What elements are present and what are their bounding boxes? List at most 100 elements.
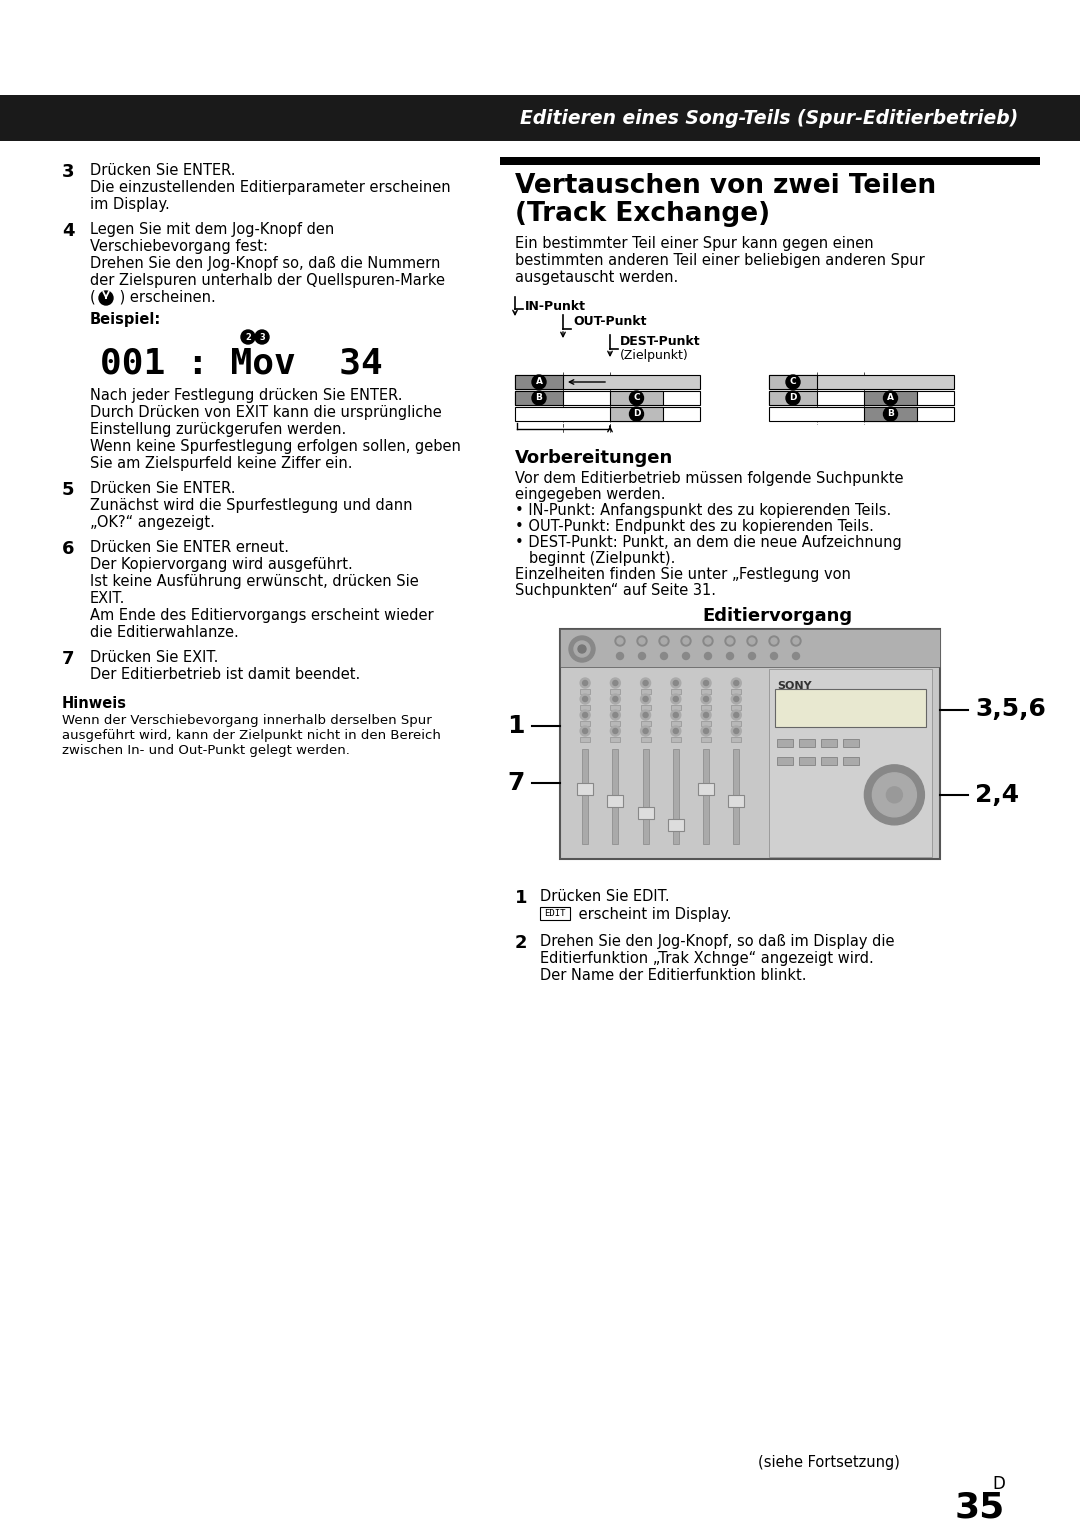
Bar bbox=[731, 704, 741, 711]
Circle shape bbox=[610, 726, 620, 736]
Bar bbox=[561, 630, 940, 859]
Text: 2,4: 2,4 bbox=[975, 782, 1020, 807]
Circle shape bbox=[883, 406, 897, 422]
Circle shape bbox=[750, 639, 755, 643]
Circle shape bbox=[643, 712, 648, 718]
Text: C: C bbox=[633, 394, 639, 402]
Circle shape bbox=[748, 652, 756, 660]
Text: Editierfunktion „Trak Xchnge“ angezeigt wird.: Editierfunktion „Trak Xchnge“ angezeigt … bbox=[540, 950, 874, 966]
Text: Nach jeder Festlegung drücken Sie ENTER.: Nach jeder Festlegung drücken Sie ENTER. bbox=[90, 388, 403, 403]
Bar bbox=[637, 807, 653, 819]
Bar bbox=[640, 736, 650, 743]
Circle shape bbox=[673, 729, 678, 733]
Bar bbox=[698, 782, 714, 795]
Bar bbox=[515, 374, 563, 390]
Bar bbox=[731, 689, 741, 694]
Circle shape bbox=[671, 711, 680, 720]
Bar bbox=[701, 689, 711, 694]
Circle shape bbox=[725, 636, 735, 646]
Text: DEST-Punkt: DEST-Punkt bbox=[620, 335, 701, 348]
Bar bbox=[769, 374, 954, 390]
Circle shape bbox=[640, 678, 650, 688]
Bar bbox=[701, 721, 711, 726]
Text: im Display.: im Display. bbox=[90, 197, 170, 212]
Circle shape bbox=[630, 391, 644, 405]
Text: Der Editierbetrieb ist damit beendet.: Der Editierbetrieb ist damit beendet. bbox=[90, 668, 361, 681]
Circle shape bbox=[683, 652, 689, 660]
Circle shape bbox=[701, 694, 711, 704]
Text: OUT-Punkt: OUT-Punkt bbox=[573, 315, 647, 329]
Bar bbox=[515, 374, 700, 390]
Circle shape bbox=[733, 697, 739, 701]
Circle shape bbox=[786, 374, 800, 390]
Circle shape bbox=[643, 697, 648, 701]
Circle shape bbox=[638, 652, 646, 660]
Bar bbox=[777, 756, 793, 766]
Text: C: C bbox=[789, 377, 796, 387]
Bar bbox=[821, 756, 837, 766]
Circle shape bbox=[573, 642, 590, 657]
Circle shape bbox=[617, 652, 623, 660]
Text: Vorbereitungen: Vorbereitungen bbox=[515, 449, 673, 468]
Text: • IN-Punkt: Anfangspunkt des zu kopierenden Teils.: • IN-Punkt: Anfangspunkt des zu kopieren… bbox=[515, 503, 891, 518]
Circle shape bbox=[683, 639, 689, 643]
Bar bbox=[610, 721, 620, 726]
Circle shape bbox=[578, 645, 586, 652]
Circle shape bbox=[612, 729, 618, 733]
Text: • OUT-Punkt: Endpunkt des zu kopierenden Teils.: • OUT-Punkt: Endpunkt des zu kopierenden… bbox=[515, 520, 874, 533]
Text: Der Name der Editierfunktion blinkt.: Der Name der Editierfunktion blinkt. bbox=[540, 969, 807, 983]
Circle shape bbox=[864, 766, 924, 825]
Bar bbox=[799, 756, 815, 766]
Circle shape bbox=[703, 729, 708, 733]
Bar bbox=[731, 736, 741, 743]
Bar bbox=[667, 819, 684, 831]
Bar bbox=[731, 721, 741, 726]
Circle shape bbox=[580, 694, 590, 704]
Text: D: D bbox=[993, 1475, 1004, 1493]
Circle shape bbox=[643, 729, 648, 733]
Circle shape bbox=[701, 711, 711, 720]
Bar bbox=[701, 704, 711, 711]
Bar bbox=[769, 391, 954, 405]
Circle shape bbox=[769, 636, 779, 646]
Circle shape bbox=[630, 406, 644, 422]
Text: (: ( bbox=[90, 290, 100, 306]
Circle shape bbox=[580, 711, 590, 720]
Text: Editieren eines Song-Teils (Spur-Editierbetrieb): Editieren eines Song-Teils (Spur-Editier… bbox=[519, 108, 1018, 127]
Circle shape bbox=[671, 726, 680, 736]
Text: (Zielpunkt): (Zielpunkt) bbox=[620, 348, 689, 362]
Text: Beispiel:: Beispiel: bbox=[90, 312, 161, 327]
Circle shape bbox=[612, 712, 618, 718]
Text: erscheint im Display.: erscheint im Display. bbox=[573, 908, 731, 921]
Circle shape bbox=[640, 726, 650, 736]
Circle shape bbox=[733, 712, 739, 718]
Text: Suchpunkten“ auf Seite 31.: Suchpunkten“ auf Seite 31. bbox=[515, 584, 716, 597]
Circle shape bbox=[532, 374, 546, 390]
Bar bbox=[515, 391, 563, 405]
Circle shape bbox=[671, 678, 680, 688]
Circle shape bbox=[731, 711, 741, 720]
Circle shape bbox=[791, 636, 801, 646]
Bar bbox=[777, 740, 793, 747]
Text: IN-Punkt: IN-Punkt bbox=[525, 299, 586, 313]
Text: Drücken Sie ENTER erneut.: Drücken Sie ENTER erneut. bbox=[90, 539, 289, 555]
Text: Drehen Sie den Jog-Knopf, so daß im Display die: Drehen Sie den Jog-Knopf, so daß im Disp… bbox=[540, 934, 894, 949]
Circle shape bbox=[610, 678, 620, 688]
Bar bbox=[580, 704, 590, 711]
Text: EDIT: EDIT bbox=[544, 909, 566, 918]
Text: Einzelheiten finden Sie unter „Festlegung von: Einzelheiten finden Sie unter „Festlegun… bbox=[515, 567, 851, 582]
Circle shape bbox=[582, 680, 588, 686]
Circle shape bbox=[612, 680, 618, 686]
Circle shape bbox=[703, 712, 708, 718]
Text: Die einzustellenden Editierparameter erscheinen: Die einzustellenden Editierparameter ers… bbox=[90, 180, 450, 196]
Bar bbox=[612, 749, 619, 843]
Text: Drehen Sie den Jog-Knopf so, daß die Nummern: Drehen Sie den Jog-Knopf so, daß die Num… bbox=[90, 257, 441, 270]
Bar bbox=[671, 704, 680, 711]
Circle shape bbox=[701, 726, 711, 736]
Text: A: A bbox=[887, 394, 894, 402]
Circle shape bbox=[615, 636, 625, 646]
Text: B: B bbox=[887, 410, 894, 419]
Circle shape bbox=[255, 330, 269, 344]
Circle shape bbox=[793, 652, 799, 660]
Text: 35: 35 bbox=[955, 1490, 1005, 1523]
